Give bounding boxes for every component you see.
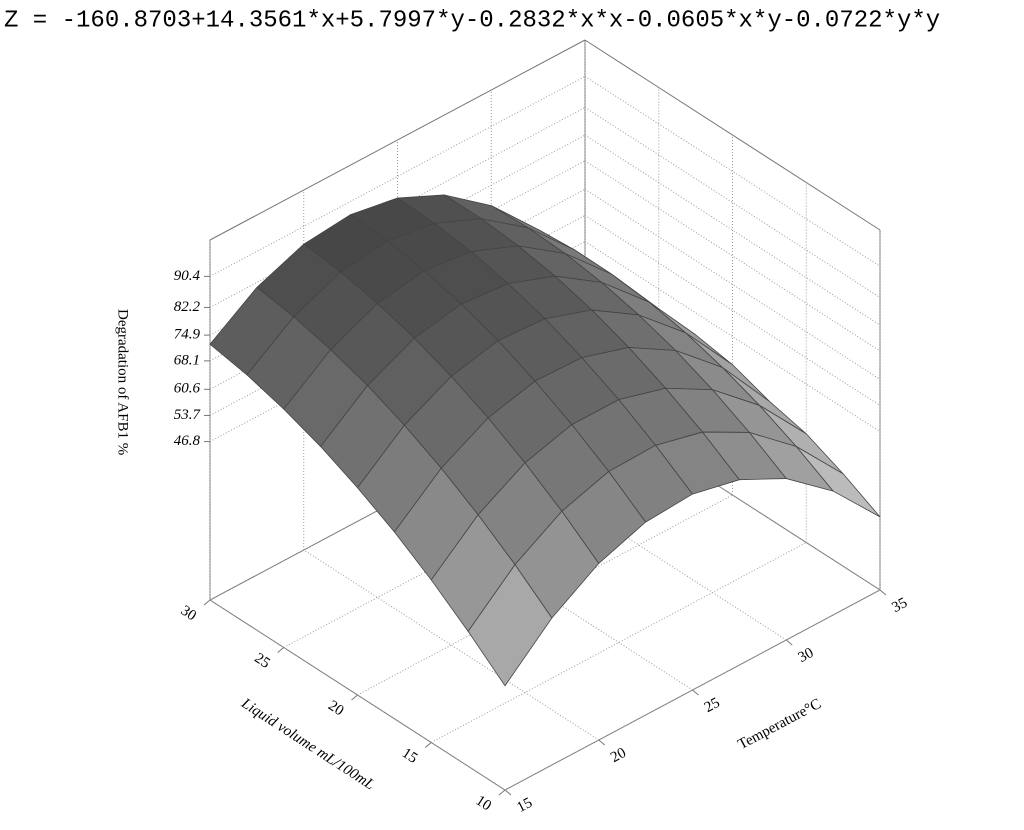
tick-mark: [498, 789, 506, 796]
tick-mark: [785, 639, 793, 646]
z-tick-label: 82.2: [174, 299, 201, 315]
tick-mark: [692, 689, 699, 696]
z-tick-label: 90.4: [174, 268, 201, 284]
grid-line: [431, 542, 807, 743]
grid-line: [209, 107, 586, 308]
z-tick-label: 68.1: [174, 352, 200, 368]
x-tick-label: 35: [889, 595, 910, 616]
y-tick-label: 25: [251, 650, 272, 672]
tick-mark: [598, 739, 606, 746]
y-tick-label: 10: [473, 793, 494, 815]
x-axis-title: Temperature°C: [736, 696, 824, 753]
x-tick-label: 15: [514, 795, 535, 816]
grid-line: [584, 75, 881, 267]
tick-mark: [504, 789, 512, 796]
box-edge: [209, 39, 586, 241]
x-tick-label: 30: [796, 645, 817, 666]
tick-mark: [424, 742, 432, 748]
z-tick-label: 53.7: [174, 407, 202, 423]
tick-mark: [879, 589, 887, 596]
z-tick-label: 46.8: [174, 433, 201, 449]
tick-mark: [203, 599, 211, 606]
x-tick-label: 25: [702, 695, 723, 716]
box-edge: [584, 39, 881, 231]
y-tick-label: 20: [325, 698, 346, 720]
grid-line: [357, 494, 733, 696]
grid-line: [209, 160, 586, 362]
grid-line: [584, 107, 881, 298]
grid-line: [209, 75, 586, 277]
surface-cell: [467, 564, 553, 687]
y-tick-label: 30: [178, 603, 199, 625]
z-axis-title: Degradation of AFB1 %: [115, 309, 131, 455]
tick-mark: [351, 694, 358, 701]
z-tick-label: 74.9: [174, 327, 201, 343]
chart-title: Z = -160.8703+14.3561*x+5.7997*y-0.2832*…: [4, 7, 940, 34]
y-axis-title: Liquid volume mL/100mL: [238, 695, 378, 793]
grid-line: [209, 134, 586, 336]
z-tick-label: 60.6: [174, 381, 201, 397]
x-tick-label: 20: [608, 745, 629, 766]
y-tick-label: 15: [399, 745, 420, 767]
grid-line: [504, 589, 881, 791]
tick-mark: [277, 647, 285, 653]
